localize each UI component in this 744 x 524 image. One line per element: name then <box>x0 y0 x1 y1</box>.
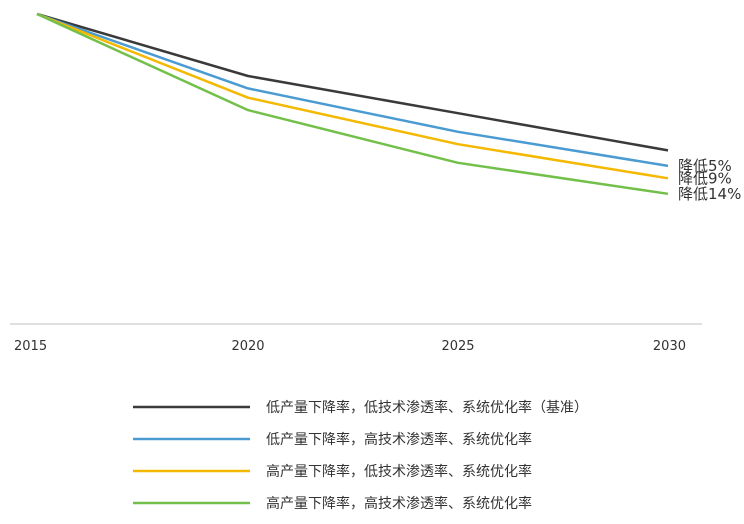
x-tick-label: 2015 <box>14 339 47 354</box>
series-lines <box>36 12 669 196</box>
end-labels: 降低5%降低9%降低14% <box>678 157 741 203</box>
legend-label: 高产量下降率，低技术渗透率、系统优化率 <box>266 463 532 480</box>
series-line <box>36 12 669 196</box>
series-end-label: 降低14% <box>678 185 741 203</box>
x-axis-ticks: 2015 2020 2025 2030 <box>14 339 686 354</box>
legend: 低产量下降率，低技术渗透率、系统优化率（基准） 低产量下降率，高技术渗透率、系统优… <box>133 399 588 512</box>
series-line <box>36 12 669 152</box>
legend-label: 低产量下降率，低技术渗透率、系统优化率（基准） <box>266 399 588 416</box>
x-tick-label: 2025 <box>441 339 474 354</box>
x-tick-label: 2020 <box>231 339 264 354</box>
series-end-label: 降低5% <box>678 157 732 175</box>
series-line <box>36 12 669 180</box>
series-end-label: 降低9% <box>678 169 732 187</box>
legend-label: 低产量下降率，高技术渗透率、系统优化率 <box>266 431 532 448</box>
x-tick-label: 2030 <box>653 339 686 354</box>
legend-label: 高产量下降率，高技术渗透率、系统优化率 <box>266 495 532 512</box>
series-line <box>36 12 669 168</box>
